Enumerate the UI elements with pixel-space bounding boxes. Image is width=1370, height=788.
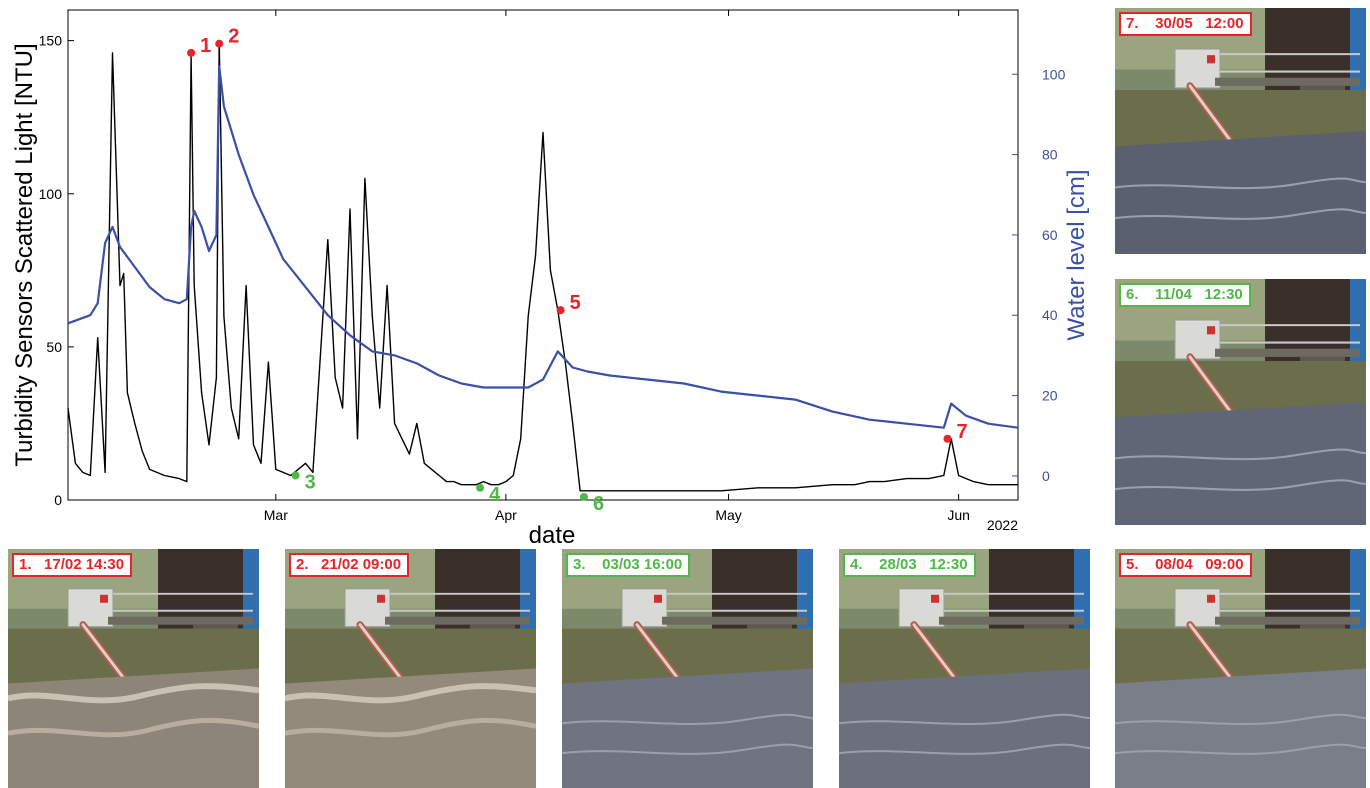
event-label-2: 2 (228, 26, 239, 48)
annotation-layer: 1 2 3 4 5 6 7 (187, 26, 968, 515)
turbidity-line (67, 39, 1018, 492)
event-marker-1 (187, 48, 196, 57)
series-layer (67, 39, 1019, 492)
event-marker-4 (476, 483, 485, 492)
photo-caption: 1. 17/02 14:30 (12, 553, 133, 577)
event-marker-7 (943, 434, 952, 443)
turbidity-chart: Mar Apr May Jun 0 50 100 150 0 20 40 60 80 100 1 2 3 4 5 6… (11, 9, 1090, 549)
photo-image (1115, 549, 1366, 788)
site-photo-4: 4. 28/03 12:30 (839, 549, 1090, 788)
photo-caption: 5. 08/04 09:00 (1119, 553, 1252, 577)
y-axis-left-label: Turbidity Sensors Scattered Light [NTU] (11, 43, 38, 466)
photo-image (285, 549, 536, 788)
y-left-tick-label: 0 (54, 492, 62, 508)
event-label-1: 1 (200, 35, 211, 57)
y-right-tick-label: 100 (1042, 66, 1066, 82)
event-marker-3 (291, 471, 300, 480)
photo-caption: 2. 21/02 09:00 (289, 553, 410, 577)
x-axis-label: date (529, 522, 576, 549)
photo-caption: 3. 03/03 16:00 (566, 553, 691, 577)
x-tick-label: Jun (947, 507, 970, 523)
event-label-4: 4 (489, 484, 501, 506)
site-photo-1: 1. 17/02 14:30 (8, 549, 259, 788)
x-tick-label: Mar (264, 507, 288, 523)
y-right-tick-label: 80 (1042, 147, 1058, 163)
photo-image (1115, 8, 1366, 254)
event-label-3: 3 (305, 472, 316, 494)
event-marker-2 (215, 39, 224, 48)
y-left-tick-label: 50 (46, 339, 62, 355)
photo-caption: 6. 11/04 12:30 (1119, 283, 1251, 307)
photo-caption: 4. 28/03 12:30 (843, 553, 976, 577)
axis-ticks: Mar Apr May Jun 0 50 100 150 0 20 40 60 80 100 (39, 10, 1066, 523)
x-tick-label: May (715, 507, 741, 523)
event-label-6: 6 (593, 493, 604, 515)
photo-caption: 7. 30/05 12:00 (1119, 12, 1252, 36)
site-photo-5: 5. 08/04 09:00 (1115, 549, 1366, 788)
event-label-7: 7 (956, 421, 967, 443)
site-photo-3: 3. 03/03 16:00 (562, 549, 813, 788)
photo-image (839, 549, 1090, 788)
event-marker-6 (579, 492, 588, 501)
x-tick-label: Apr (495, 507, 517, 523)
water-level-line (67, 65, 1019, 429)
y-right-tick-label: 60 (1042, 227, 1058, 243)
site-photo-7: 7. 30/05 12:00 (1115, 8, 1366, 254)
y-right-tick-label: 20 (1042, 388, 1058, 404)
y-right-tick-label: 40 (1042, 307, 1058, 323)
photo-image (562, 549, 813, 788)
photo-image (1115, 279, 1366, 525)
photo-image (8, 549, 259, 788)
y-left-tick-label: 150 (39, 33, 63, 49)
y-left-tick-label: 100 (39, 186, 63, 202)
site-photo-6: 6. 11/04 12:30 (1115, 279, 1366, 525)
site-photo-2: 2. 21/02 09:00 (285, 549, 536, 788)
year-label: 2022 (987, 517, 1018, 533)
event-marker-5 (556, 306, 565, 315)
y-right-tick-label: 0 (1042, 468, 1050, 484)
y-axis-right-label: Water level [cm] (1063, 169, 1090, 340)
event-label-5: 5 (570, 292, 581, 314)
